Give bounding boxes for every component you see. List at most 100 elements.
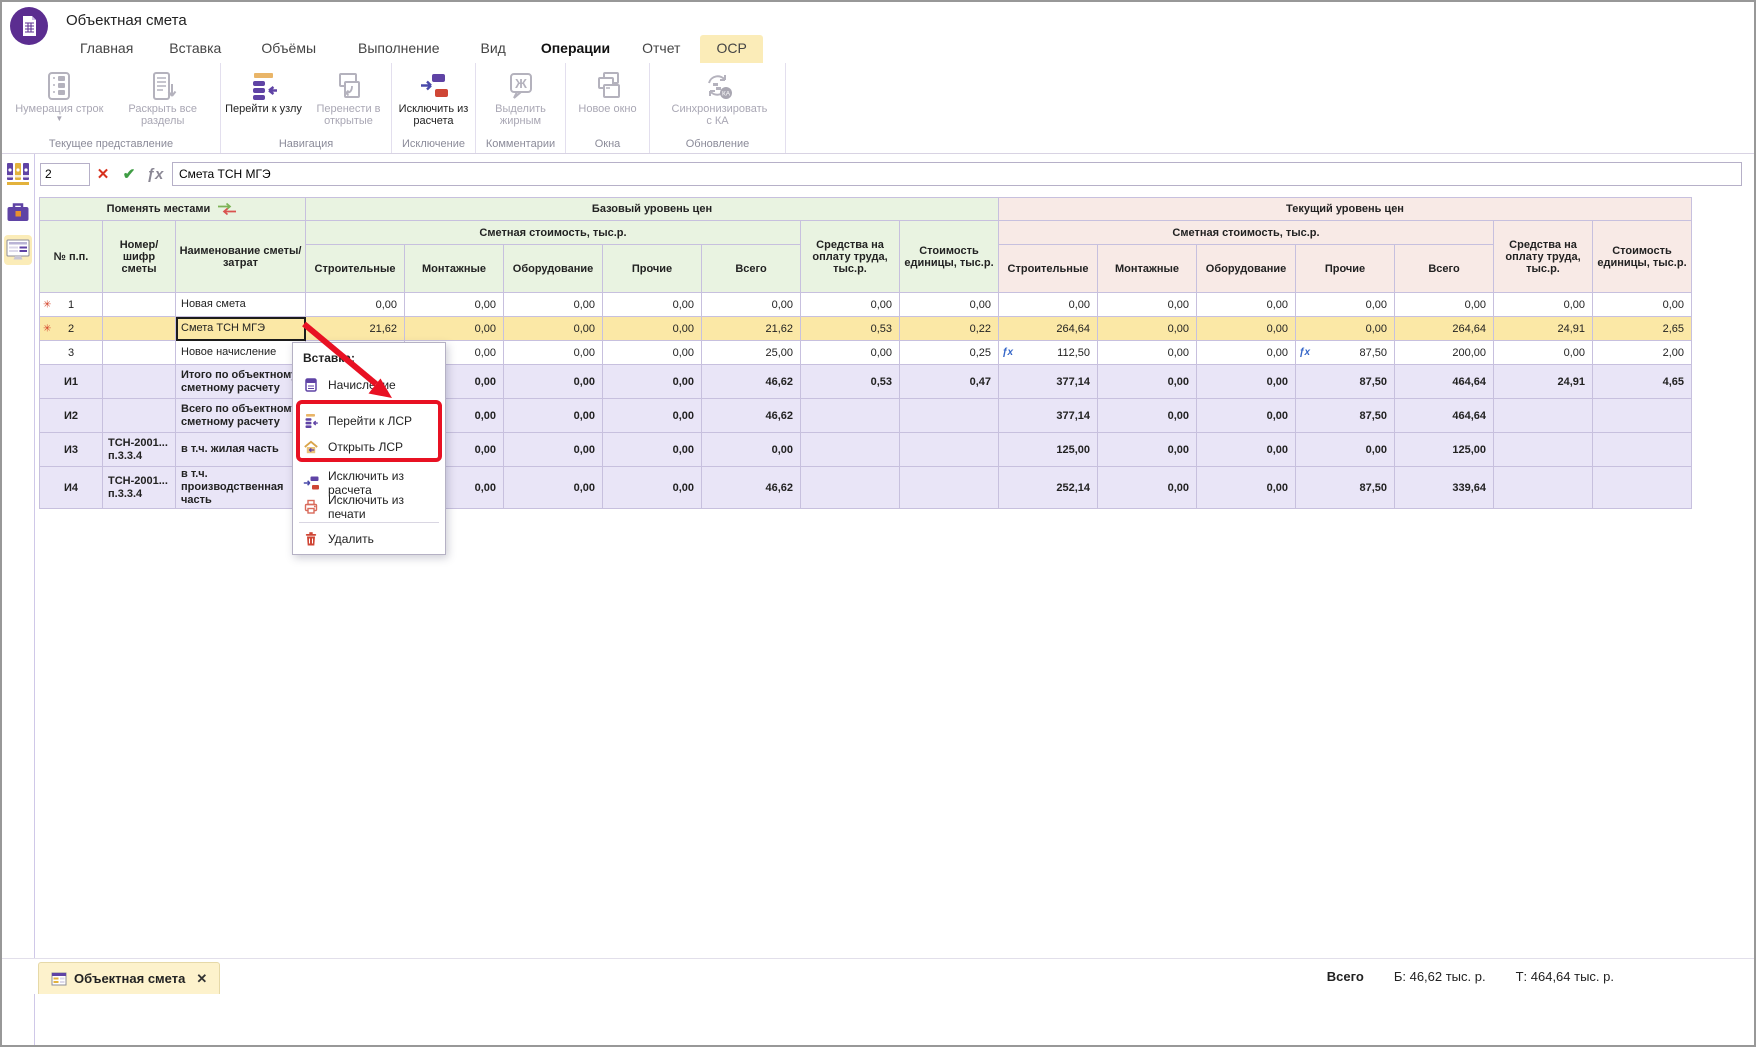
menu-item-otkryt-lsr[interactable]: Открыть ЛСР (293, 435, 445, 458)
cell-current-value[interactable]: 0,00 (1296, 317, 1395, 341)
cell-current-value[interactable]: 0,00 (1296, 293, 1395, 317)
cell-current-value[interactable] (1494, 399, 1593, 433)
cell-code[interactable] (103, 317, 176, 341)
cell-current-value[interactable]: 0,00 (1494, 341, 1593, 365)
cell-current-value[interactable]: 377,14 (999, 399, 1098, 433)
cell-base-value[interactable] (900, 467, 999, 509)
cell-current-value[interactable]: 0,00 (1494, 293, 1593, 317)
cell-base-value[interactable]: 0,00 (801, 341, 900, 365)
cell-name[interactable]: Смета ТСН МГЭ (176, 317, 306, 341)
cell-base-value[interactable]: 46,62 (702, 365, 801, 399)
cell-base-value[interactable]: 0,00 (504, 293, 603, 317)
tab-vid[interactable]: Вид (481, 35, 506, 63)
cell-current-value[interactable]: 0,00 (1197, 467, 1296, 509)
cell-row-number[interactable]: 3 (40, 341, 103, 365)
cell-current-value[interactable]: 87,50 (1296, 467, 1395, 509)
cell-current-value[interactable]: 2,00 (1593, 341, 1692, 365)
cell-current-value[interactable]: 377,14 (999, 365, 1098, 399)
current-col-stroitelnye[interactable]: Строительные (999, 245, 1098, 293)
cell-current-value[interactable]: 0,00 (1098, 341, 1197, 365)
current-col-oborudovanie[interactable]: Оборудование (1197, 245, 1296, 293)
cell-base-value[interactable]: 0,00 (801, 293, 900, 317)
cell-current-value[interactable]: 0,00 (1593, 293, 1692, 317)
cell-name[interactable]: в т.ч. производственная часть (176, 467, 306, 509)
cell-name[interactable]: Новое начисление (176, 341, 306, 365)
cell-base-value[interactable]: 0,00 (504, 399, 603, 433)
cell-base-value[interactable]: 0,00 (603, 399, 702, 433)
current-labor-header[interactable]: Средства на оплату труда, тыс.р. (1494, 221, 1593, 293)
cell-base-value[interactable] (801, 433, 900, 467)
tab-glavnaya[interactable]: Главная (80, 35, 133, 63)
cell-current-value[interactable]: 0,00 (1197, 433, 1296, 467)
cell-name[interactable]: Всего по объектному сметному расчету (176, 399, 306, 433)
swap-header[interactable]: Поменять местами (40, 198, 306, 221)
cell-current-value[interactable] (1494, 467, 1593, 509)
cell-base-value[interactable] (801, 467, 900, 509)
close-icon[interactable]: ✕ (196, 971, 207, 987)
document-tab[interactable]: Объектная смета ✕ (38, 962, 220, 994)
cell-current-value[interactable]: 87,50 (1296, 399, 1395, 433)
col-header-name[interactable]: Наименование сметы/затрат (176, 221, 306, 293)
cell-current-value[interactable]: 0,00 (1098, 293, 1197, 317)
cell-current-value[interactable]: 125,00 (999, 433, 1098, 467)
base-col-montazhnye[interactable]: Монтажные (405, 245, 504, 293)
current-col-prochie[interactable]: Прочие (1296, 245, 1395, 293)
fx-icon[interactable]: ƒx (142, 166, 168, 183)
cell-current-value[interactable]: 4,65 (1593, 365, 1692, 399)
cell-current-value[interactable]: ƒx87,50 (1296, 341, 1395, 365)
col-header-num[interactable]: № п.п. (40, 221, 103, 293)
cell-base-value[interactable]: 0,47 (900, 365, 999, 399)
cell-base-value[interactable]: 46,62 (702, 467, 801, 509)
cell-current-value[interactable]: 0,00 (1296, 433, 1395, 467)
cell-current-value[interactable]: 0,00 (1197, 341, 1296, 365)
cell-name[interactable]: Итого по объектному сметному расчету (176, 365, 306, 399)
cell-base-value[interactable]: 21,62 (702, 317, 801, 341)
row-number-input[interactable] (40, 163, 90, 186)
cell-current-value[interactable]: 252,14 (999, 467, 1098, 509)
cell-current-value[interactable]: 339,64 (1395, 467, 1494, 509)
cell-base-value[interactable] (900, 399, 999, 433)
sidebar-item-estimate-view[interactable] (4, 235, 32, 265)
cell-current-value[interactable]: 24,91 (1494, 317, 1593, 341)
cell-current-value[interactable]: 0,00 (1197, 293, 1296, 317)
cell-base-value[interactable] (801, 399, 900, 433)
cell-current-value[interactable]: 264,64 (999, 317, 1098, 341)
cell-name[interactable]: Новая смета (176, 293, 306, 317)
cell-base-value[interactable]: 0,00 (603, 293, 702, 317)
cell-current-value[interactable]: ƒx112,50 (999, 341, 1098, 365)
cell-code[interactable] (103, 365, 176, 399)
cell-current-value[interactable] (1593, 399, 1692, 433)
cell-base-value[interactable]: 0,00 (405, 317, 504, 341)
menu-item-isklyuchit-iz-pechati[interactable]: Исключить из печати (293, 495, 445, 518)
formula-input[interactable] (172, 162, 1742, 186)
cell-base-value[interactable]: 0,00 (900, 293, 999, 317)
cell-current-value[interactable] (1593, 433, 1692, 467)
current-col-montazhnye[interactable]: Монтажные (1098, 245, 1197, 293)
base-col-prochie[interactable]: Прочие (603, 245, 702, 293)
base-col-stroitelnye[interactable]: Строительные (306, 245, 405, 293)
cell-base-value[interactable]: 0,00 (603, 467, 702, 509)
tab-obyomy[interactable]: Объёмы (261, 35, 316, 63)
cell-base-value[interactable]: 0,22 (900, 317, 999, 341)
cell-current-value[interactable]: 0,00 (1098, 317, 1197, 341)
cell-base-value[interactable]: 0,00 (702, 293, 801, 317)
cell-row-number[interactable]: И3 (40, 433, 103, 467)
cell-current-value[interactable]: 0,00 (999, 293, 1098, 317)
base-col-oborudovanie[interactable]: Оборудование (504, 245, 603, 293)
cell-current-value[interactable]: 24,91 (1494, 365, 1593, 399)
cell-row-number[interactable]: И2 (40, 399, 103, 433)
menu-item-udalit[interactable]: Удалить (293, 527, 445, 550)
cell-current-value[interactable]: 200,00 (1395, 341, 1494, 365)
cell-current-value[interactable]: 2,65 (1593, 317, 1692, 341)
cell-base-value[interactable]: 25,00 (702, 341, 801, 365)
cell-current-value[interactable]: 464,64 (1395, 365, 1494, 399)
cell-base-value[interactable]: 0,25 (900, 341, 999, 365)
cell-current-value[interactable]: 0,00 (1098, 433, 1197, 467)
base-unit-cost-header[interactable]: Стоимость единицы, тыс.р. (900, 221, 999, 293)
cell-current-value[interactable] (1494, 433, 1593, 467)
cell-base-value[interactable]: 0,00 (504, 433, 603, 467)
cell-row-number[interactable]: И4 (40, 467, 103, 509)
tab-operacii[interactable]: Операции (541, 35, 610, 63)
tab-osr[interactable]: ОСР (700, 35, 762, 63)
cell-base-value[interactable]: 0,00 (306, 293, 405, 317)
